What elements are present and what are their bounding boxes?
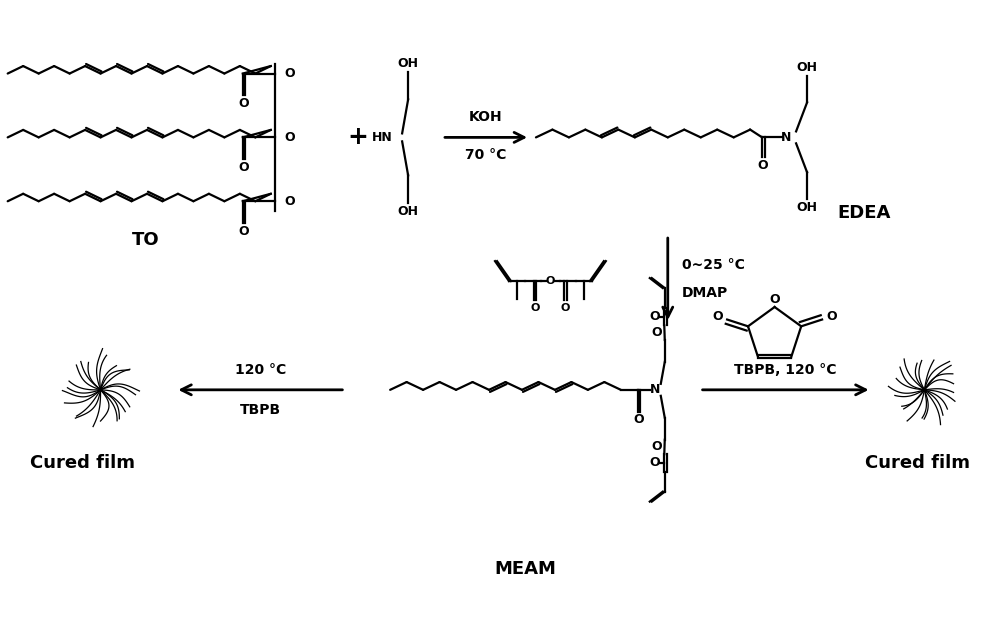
Text: O: O (546, 276, 555, 286)
Text: Cured film: Cured film (865, 454, 970, 472)
Text: EDEA: EDEA (838, 204, 891, 222)
Text: O: O (651, 326, 662, 339)
Text: O: O (285, 67, 295, 80)
Text: O: O (826, 310, 837, 323)
Text: N: N (781, 131, 791, 144)
Text: +: + (348, 126, 369, 149)
Text: OH: OH (398, 205, 419, 217)
Text: TBPB, 120 °C: TBPB, 120 °C (734, 363, 837, 377)
Text: N: N (650, 383, 660, 396)
Text: O: O (531, 303, 540, 313)
Text: O: O (712, 310, 723, 323)
Text: HN: HN (372, 131, 393, 144)
Text: O: O (769, 292, 780, 306)
Text: OH: OH (797, 201, 818, 214)
Text: 70 °C: 70 °C (465, 148, 507, 162)
Text: TO: TO (132, 231, 159, 249)
Text: OH: OH (398, 57, 419, 70)
Text: DMAP: DMAP (682, 286, 728, 300)
Text: 120 °C: 120 °C (235, 363, 286, 377)
Text: O: O (651, 440, 662, 453)
Text: TBPB: TBPB (240, 402, 281, 417)
Text: MEAM: MEAM (494, 561, 556, 578)
Text: O: O (633, 413, 644, 426)
Text: O: O (649, 311, 660, 324)
Text: O: O (285, 131, 295, 144)
Text: 0~25 °C: 0~25 °C (682, 258, 745, 272)
Text: O: O (239, 97, 249, 110)
Text: O: O (649, 456, 660, 469)
Text: O: O (758, 159, 768, 172)
Text: KOH: KOH (469, 111, 503, 124)
Text: Cured film: Cured film (30, 454, 135, 472)
Text: OH: OH (797, 61, 818, 74)
Text: O: O (561, 303, 570, 313)
Text: O: O (239, 161, 249, 174)
Text: O: O (285, 195, 295, 208)
Text: O: O (239, 224, 249, 238)
